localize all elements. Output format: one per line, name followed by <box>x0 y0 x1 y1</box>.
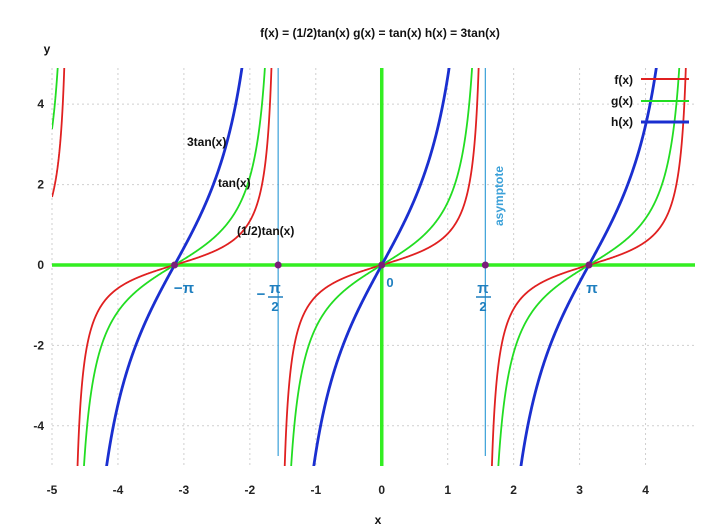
x-tick-label: -5 <box>47 483 58 497</box>
marked-points <box>171 261 593 269</box>
marked-point <box>171 261 179 269</box>
marked-point <box>481 261 489 269</box>
x-tick-label: 0 <box>378 483 385 497</box>
legend: f(x) g(x) h(x) <box>611 73 689 129</box>
g-curve-label: tan(x) <box>218 176 251 190</box>
x-tick-label: -4 <box>113 483 124 497</box>
y-tick-label: -2 <box>33 338 44 352</box>
legend-label-f: f(x) <box>614 73 633 87</box>
x-tick-label: 4 <box>642 483 649 497</box>
y-tick-label: -4 <box>33 419 44 433</box>
neg-half-pi-sign: − <box>257 286 266 303</box>
x-tick-label: 3 <box>576 483 583 497</box>
x-tick-label: -1 <box>310 483 321 497</box>
tick-labels: -5 -4 -3 -2 -1 0 1 2 3 4 -4 -2 0 2 4 <box>33 97 649 497</box>
series-g(x)-branch <box>52 68 59 130</box>
x-axis-label: x <box>375 513 382 527</box>
y-tick-label: 2 <box>37 178 44 192</box>
legend-label-g: g(x) <box>611 94 633 108</box>
pi-label: π <box>586 280 598 297</box>
x-tick-label: 2 <box>510 483 517 497</box>
x-tick-label: 1 <box>444 483 451 497</box>
legend-label-h: h(x) <box>611 115 633 129</box>
x-tick-label: -3 <box>179 483 190 497</box>
marked-point <box>378 261 386 269</box>
f-curve-label: (1/2)tan(x) <box>237 224 294 238</box>
series-f(x)-branch <box>52 68 66 198</box>
neg-half-pi-label: − π 2 <box>257 280 283 314</box>
half-pi-numerator: π <box>477 280 489 297</box>
h-curve-label: 3tan(x) <box>187 135 226 149</box>
marked-point <box>585 261 593 269</box>
x-tick-label: -2 <box>245 483 256 497</box>
marked-point <box>274 261 282 269</box>
half-pi-label: π 2 <box>476 280 491 314</box>
y-tick-label: 4 <box>37 97 44 111</box>
chart-title: f(x) = (1/2)tan(x) g(x) = tan(x) h(x) = … <box>260 26 500 40</box>
neg-half-pi-denominator: 2 <box>271 299 278 314</box>
half-pi-denominator: 2 <box>479 299 486 314</box>
y-axis-label: y <box>44 42 51 56</box>
neg-pi-label: −π <box>174 280 195 297</box>
y-tick-label: 0 <box>37 258 44 272</box>
asymptote-label: asymptote <box>492 166 506 226</box>
origin-label: 0 <box>386 275 393 290</box>
neg-half-pi-numerator: π <box>269 280 281 297</box>
